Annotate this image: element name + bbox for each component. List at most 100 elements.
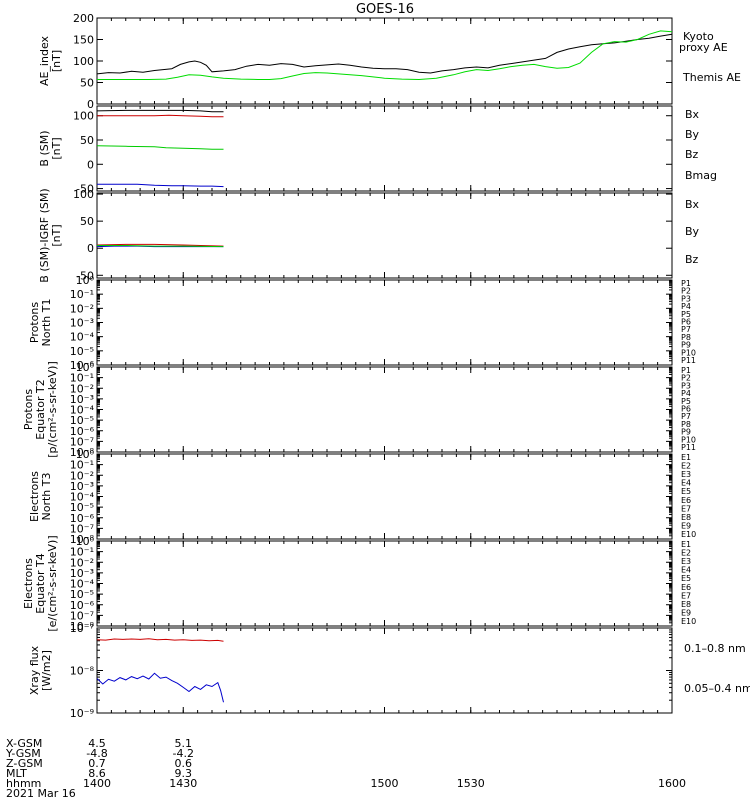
legend-entry: E5 <box>681 574 691 583</box>
orbit-row-value: 9.3 <box>175 767 193 780</box>
y-tick-label: 50 <box>80 77 94 90</box>
legend-entry: 0.05–0.4 nm <box>684 682 750 695</box>
y-tick-label: 10⁰ <box>76 274 95 287</box>
panel-elec_t4: 10⁻⁸10⁻⁷10⁻⁶10⁻⁵10⁻⁴10⁻³10⁻²10⁻¹10⁰Elect… <box>22 535 696 633</box>
series-line-xray-0 <box>96 638 224 642</box>
y-tick-label: 10⁻⁸ <box>70 620 95 633</box>
orbit-row-value: 8.6 <box>88 767 106 780</box>
legend-entry: E8 <box>681 600 691 609</box>
legend-entry: E3 <box>681 470 691 479</box>
y-tick-label: 10⁻³ <box>70 393 94 406</box>
series-line-bsm-1 <box>97 114 224 118</box>
y-tick-label: 200 <box>73 12 94 25</box>
series-line-bigrf-2 <box>97 245 224 248</box>
legend-entry: E10 <box>681 617 696 626</box>
y-tick-label: 50 <box>80 134 94 147</box>
legend-entry: E3 <box>681 557 691 566</box>
legend-entry: E10 <box>681 530 696 539</box>
legend-entry: P9 <box>681 341 691 350</box>
y-tick-label: 10⁻⁴ <box>70 491 95 504</box>
legend-entry: P1 <box>681 366 691 375</box>
legend-entry: E9 <box>681 608 691 617</box>
y-tick-label: 10⁻⁷ <box>70 522 94 535</box>
orbit-row-label: Z-GSM <box>6 757 43 770</box>
panel-frame <box>96 192 673 279</box>
y-tick-label: 100 <box>73 188 94 201</box>
legend-entry: P4 <box>681 389 691 398</box>
y-axis-label: Equator T4 <box>34 553 47 613</box>
y-tick-label: 10⁻² <box>70 302 94 315</box>
y-tick-label: 150 <box>73 34 94 47</box>
orbit-row-value: 1530 <box>457 777 485 790</box>
y-tick-label: -50 <box>76 269 94 282</box>
y-tick-label: 10⁻⁵ <box>70 414 94 427</box>
legend-entry: P7 <box>681 325 691 334</box>
panel-prot_t2: 10⁻⁸10⁻⁷10⁻⁶10⁻⁵10⁻⁴10⁻³10⁻²10⁻¹10⁰Proto… <box>22 361 696 459</box>
orbit-row-value: 1500 <box>371 777 399 790</box>
y-tick-label: 100 <box>73 55 94 68</box>
legend-entry: P10 <box>681 348 696 357</box>
y-tick-label: 10⁻⁵ <box>70 501 94 514</box>
legend-entry: E7 <box>681 591 691 600</box>
orbit-footer: X-GSM 4.5 5.1 Y-GSM -4.8 -4.2 Z-GSM 0.7 0.6 MLT 8.… <box>5 737 686 800</box>
y-tick-label: 10⁻² <box>70 556 94 569</box>
y-tick-label: 10⁻⁴ <box>70 404 95 417</box>
orbit-date: 2021 Mar 16 <box>6 787 76 800</box>
legend-entry: P5 <box>681 397 691 406</box>
y-tick-label: 100 <box>73 110 94 123</box>
y-axis-label: AE_index <box>38 35 51 86</box>
legend-entry: P3 <box>681 381 691 390</box>
y-axis-label: [W/m2] <box>40 650 53 691</box>
y-axis-label: B (SM) <box>38 130 51 166</box>
legend-entry: P9 <box>681 428 691 437</box>
y-tick-label: 10⁻⁷ <box>70 435 94 448</box>
series-line-bsm-2 <box>96 145 224 150</box>
y-tick-label: 10⁻³ <box>70 567 94 580</box>
y-tick-label: 10⁻⁶ <box>70 425 95 438</box>
y-axis-label: Electrons <box>28 471 41 522</box>
y-tick-label: 50 <box>80 215 94 228</box>
legend-entry: E6 <box>681 583 691 592</box>
panel-frame <box>96 17 673 105</box>
y-tick-label: 10⁻⁶ <box>70 512 95 525</box>
orbit-row-value: -4.2 <box>173 747 194 760</box>
y-tick-label: 10⁻⁷ <box>70 609 94 622</box>
y-tick-label: 10⁻¹ <box>70 459 94 472</box>
series-line-ae-0 <box>96 33 673 75</box>
y-axis-label: Xray flux <box>28 645 41 695</box>
panel-frame <box>96 627 673 714</box>
y-tick-label: 10⁻⁸ <box>70 533 95 546</box>
legend-entry: E1 <box>681 540 691 549</box>
legend-entry: Kyoto <box>683 30 714 43</box>
legend-entry: E2 <box>681 549 691 558</box>
legend-entry: P5 <box>681 310 691 319</box>
orbit-row-label: MLT <box>6 767 27 780</box>
y-tick-label: 10⁻⁸ <box>70 446 95 459</box>
series-line-bsm-3 <box>97 183 224 188</box>
y-tick-label: 10⁻⁵ <box>70 588 94 601</box>
legend-entry: E9 <box>681 521 691 530</box>
y-tick-label: 10⁻⁵ <box>70 345 94 358</box>
series-line-bsm-0 <box>96 109 224 113</box>
legend-entry: E8 <box>681 513 691 522</box>
orbit-row-value: 1430 <box>169 777 197 790</box>
legend-entry: E7 <box>681 504 691 513</box>
y-axis-label: Electrons <box>22 558 35 609</box>
legend-entry: P6 <box>681 405 691 414</box>
y-tick-label: 10⁻⁶ <box>70 359 95 372</box>
y-axis-label: B (SM)-IGRF (SM) <box>38 188 51 282</box>
legend-entry: P2 <box>681 287 691 296</box>
series-line-xray-1 <box>96 672 224 703</box>
y-tick-label: 10⁻² <box>70 382 94 395</box>
legend-entry: Bmag <box>685 169 717 182</box>
legend-entry: E6 <box>681 496 691 505</box>
legend-entry: Bz <box>685 253 699 266</box>
series-line-ae-1 <box>97 30 673 81</box>
legend-entry: P11 <box>681 443 696 452</box>
y-tick-label: 10⁻⁴ <box>70 578 95 591</box>
series-line-bigrf-0 <box>96 243 224 247</box>
legend-entry: E4 <box>681 479 691 488</box>
panel-frame <box>96 366 673 453</box>
